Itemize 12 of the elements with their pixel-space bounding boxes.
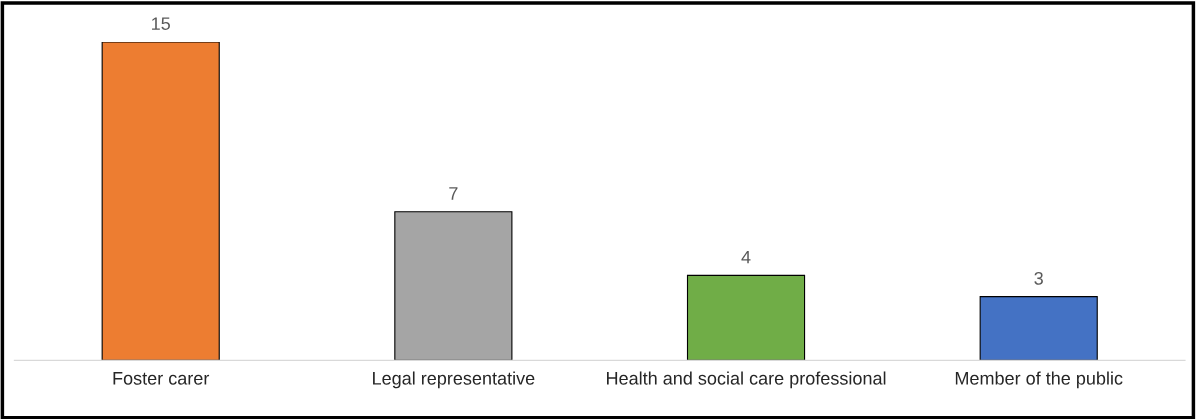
- data-label: 15: [152, 17, 170, 30]
- bar: [979, 296, 1098, 361]
- data-label: 3: [1034, 271, 1043, 285]
- bar: [394, 211, 513, 361]
- data-label: 7: [449, 187, 458, 200]
- x-tick-label: Foster carer: [113, 372, 210, 385]
- x-tick-label: Health and social care professional: [607, 371, 886, 389]
- x-tick-label: Legal representative: [373, 371, 535, 389]
- data-label: 4: [741, 250, 751, 264]
- bar: [101, 41, 220, 361]
- x-tick-label: Member of the public: [955, 371, 1123, 389]
- bar: [686, 274, 806, 361]
